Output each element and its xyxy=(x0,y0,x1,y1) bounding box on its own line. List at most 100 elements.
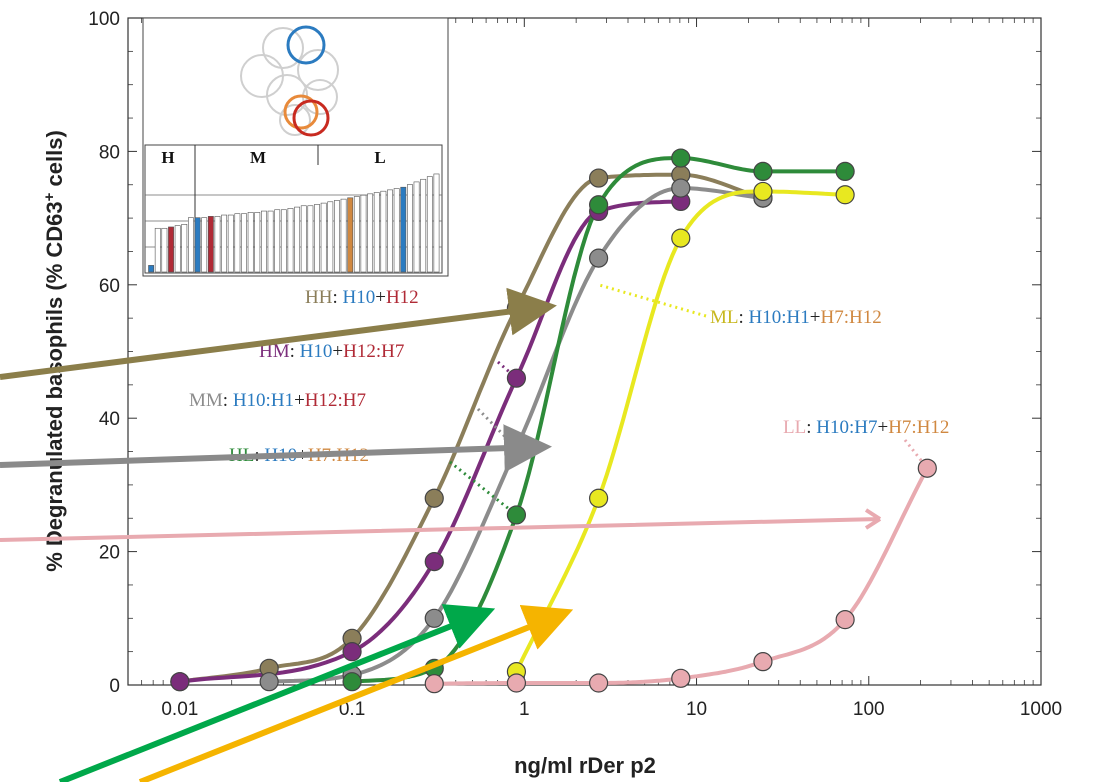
data-point-mm xyxy=(589,248,609,268)
inset-bar-panel: H M L xyxy=(144,144,443,274)
data-point-ll xyxy=(424,674,444,694)
annotation-part: + xyxy=(332,341,343,362)
inset-bar xyxy=(327,201,334,273)
annotation-part: : xyxy=(739,307,749,328)
inset-bar xyxy=(407,184,413,273)
annotation-part: + xyxy=(877,417,888,438)
inset-bar xyxy=(174,225,181,273)
data-point-ll xyxy=(917,458,937,478)
y-tick-label: 40 xyxy=(99,409,120,430)
inset-bar xyxy=(287,208,294,273)
inset-figure: H M L xyxy=(142,17,449,277)
annotation-part: ML xyxy=(710,307,739,328)
venn-circle xyxy=(262,27,304,69)
data-point-hm xyxy=(424,552,444,572)
inset-bar xyxy=(214,216,221,273)
inset-group-label-m: M xyxy=(250,148,266,167)
inset-bar xyxy=(373,192,380,273)
annotation-part: : xyxy=(223,390,233,411)
data-point-mm xyxy=(671,178,691,198)
data-point-ll xyxy=(835,610,855,630)
annotation-leader xyxy=(497,360,518,380)
inset-bar xyxy=(148,265,155,273)
annotation-part: + xyxy=(375,287,386,308)
x-tick-label: 1 xyxy=(519,699,530,720)
inset-bar xyxy=(393,188,400,273)
inset-bar xyxy=(227,214,234,273)
venn-circles xyxy=(240,25,339,137)
y-axis-label-main: % Degranulated basophils (% CD63 xyxy=(42,201,67,571)
annotation-part: H10:H1 xyxy=(233,390,294,411)
overlay-arrow-olive xyxy=(0,287,557,380)
inset-group-label-l: L xyxy=(374,148,385,167)
annotation-part: H12:H7 xyxy=(305,390,366,411)
inset-bar xyxy=(234,213,241,273)
venn-circle-red xyxy=(292,99,330,137)
annotation-part: H10:H1 xyxy=(749,307,810,328)
inset-bar xyxy=(154,227,161,273)
y-axis-label-superscript: + xyxy=(41,192,58,201)
data-point-hl xyxy=(506,505,527,525)
y-tick-label: 0 xyxy=(109,676,120,697)
data-point-ml xyxy=(589,488,609,508)
data-point-ll xyxy=(671,668,691,688)
annotation-mm: MM: H10:H1+H12:H7 xyxy=(189,390,366,411)
x-tick-label: 0.1 xyxy=(339,699,365,720)
annotation-part: + xyxy=(810,307,821,328)
inset-bar xyxy=(360,194,367,273)
x-tick-label: 10 xyxy=(686,699,707,720)
x-tick-label: 100 xyxy=(853,699,885,720)
inset-bar xyxy=(241,213,247,273)
annotation-part: : xyxy=(290,341,300,362)
inset-bar xyxy=(261,210,267,273)
inset-bar xyxy=(274,209,281,273)
inset-bar xyxy=(207,216,214,273)
y-tick-label: 80 xyxy=(99,142,120,163)
annotation-part: H12 xyxy=(386,287,419,308)
inset-bar xyxy=(300,205,307,273)
annotation-leader xyxy=(598,283,707,318)
annotation-part: LL xyxy=(783,417,806,438)
annotation-hm: HM: H10+H12:H7 xyxy=(259,341,404,362)
data-point-ll xyxy=(753,652,773,672)
data-point-mm xyxy=(424,608,444,628)
inset-group-label-h: H xyxy=(161,148,174,167)
inset-bar xyxy=(367,193,374,273)
annotation-part: : xyxy=(332,287,342,308)
inset-bar xyxy=(294,206,301,273)
annotation-part: H10:H7 xyxy=(816,417,877,438)
annotation-leaders xyxy=(449,283,929,517)
annotation-part: HH xyxy=(305,287,333,308)
venn-circle-blue xyxy=(286,25,326,65)
data-point-hh xyxy=(424,488,444,508)
y-axis-label: % Degranulated basophils (% CD63+ cells) xyxy=(41,130,68,572)
inset-bar xyxy=(400,186,407,273)
annotation-part: H7:H12 xyxy=(820,307,881,328)
data-point-hl xyxy=(835,161,855,182)
data-point-hm xyxy=(170,672,190,692)
inset-bar xyxy=(347,197,354,273)
x-tick-labels: 0.01 0.1 1 10 100 1000 xyxy=(161,699,1062,720)
inset-bar xyxy=(380,190,387,273)
data-point-ml xyxy=(753,181,773,202)
annotation-part: + xyxy=(294,390,305,411)
annotation-leader xyxy=(449,460,518,517)
inset-bars xyxy=(148,173,440,273)
data-point-ll xyxy=(506,673,527,693)
inset-bar xyxy=(161,227,168,273)
overlay-arrow-gray xyxy=(0,424,552,473)
data-point-ml xyxy=(671,228,691,248)
data-point-hh xyxy=(589,168,609,188)
annotation-part: H12:H7 xyxy=(343,341,404,362)
x-tick-label: 0.01 xyxy=(161,699,198,720)
inset-bar xyxy=(307,205,314,273)
annotation-part: : xyxy=(806,417,816,438)
overlay-arrow-pink xyxy=(0,508,882,542)
y-tick-label: 20 xyxy=(99,543,120,564)
x-axis-label: ng/ml rDer p2 xyxy=(514,753,656,778)
annotation-labels: HH: H10+H12 HM: H10+H12:H7 MM: H10:H1+H1… xyxy=(189,287,949,466)
venn-circle-orange xyxy=(283,94,319,130)
overlay-arrow-green xyxy=(58,604,496,782)
inset-bar xyxy=(247,212,254,273)
